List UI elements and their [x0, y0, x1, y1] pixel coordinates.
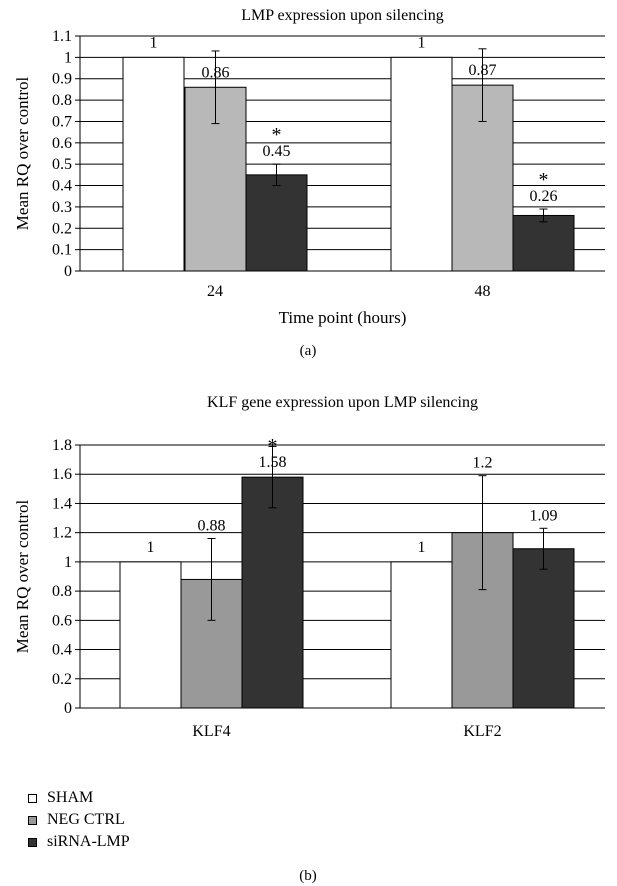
- y-tick-label: 0.8: [52, 92, 72, 109]
- data-label: 1.2: [473, 455, 493, 472]
- y-tick-label: 1: [64, 49, 72, 66]
- significance-marker: *: [272, 124, 282, 146]
- y-tick-label: 0.6: [52, 612, 72, 629]
- data-label: 1: [418, 34, 426, 51]
- bar: [512, 214, 575, 272]
- x-axis-label: Time point (hours): [279, 308, 407, 327]
- data-label: 0.88: [198, 518, 226, 535]
- x-tick-label: 48: [475, 283, 491, 300]
- y-tick-label: 1.2: [52, 525, 72, 542]
- legend-swatch-neg-ctrl: [28, 815, 37, 825]
- data-label: 0.86: [202, 64, 230, 81]
- chart-title: LMP expression upon silencing: [241, 7, 444, 24]
- legend-item-neg-ctrl: NEG CTRL: [28, 809, 130, 831]
- data-label: 1.58: [259, 454, 287, 471]
- legend-label-neg-ctrl: NEG CTRL: [47, 811, 125, 828]
- data-label: 0.87: [469, 62, 497, 79]
- y-tick-label: 1.1: [52, 28, 72, 45]
- y-tick-label: 1.6: [52, 466, 72, 483]
- legend-item-sirna-lmp: siRNA-LMP: [28, 831, 130, 853]
- panel-caption: (b): [299, 868, 317, 884]
- data-label: 1: [418, 539, 426, 556]
- data-label: 1: [150, 34, 158, 51]
- y-tick-label: 1.4: [52, 495, 72, 512]
- legend-item-sham: SHAM: [28, 787, 130, 809]
- legend-swatch-sham: [28, 793, 37, 803]
- bar: [241, 476, 304, 709]
- y-tick-label: 1: [64, 554, 72, 571]
- y-axis-label: Mean RQ over control: [13, 500, 32, 654]
- significance-marker: *: [539, 169, 549, 191]
- y-tick-label: 0.2: [52, 671, 72, 688]
- chart-title: KLF gene expression upon LMP silencing: [207, 394, 478, 411]
- x-tick-label: KLF4: [192, 723, 230, 740]
- y-tick-label: 0.8: [52, 583, 72, 600]
- data-label: 0.26: [530, 188, 558, 205]
- chart-a: LMP expression upon silencing 0 0.1 0.2 0.3 0…: [13, 7, 605, 359]
- y-tick-label: 1.8: [52, 437, 72, 454]
- legend-label-sham: SHAM: [47, 789, 94, 806]
- y-tick-label: 0.2: [52, 220, 72, 237]
- legend: SHAM NEG CTRL siRNA-LMP: [28, 787, 130, 853]
- y-tick-label: 0: [64, 700, 72, 717]
- bar: [245, 174, 308, 272]
- x-tick-label: 24: [207, 283, 223, 300]
- y-tick-label: 0.4: [52, 642, 72, 659]
- bar: [119, 561, 182, 709]
- y-tick-label: 0.9: [52, 71, 72, 88]
- legend-label-sirna-lmp: siRNA-LMP: [47, 833, 130, 850]
- y-tick-label: 0.5: [52, 156, 72, 173]
- data-label: 0.45: [263, 143, 291, 160]
- y-tick-label: 0.6: [52, 135, 72, 152]
- bar: [390, 56, 453, 272]
- y-tick-label: 0.7: [52, 113, 72, 130]
- chart-b: KLF gene expression upon LMP silencing 0 0…: [13, 394, 605, 884]
- y-tick-label: 0.1: [52, 242, 72, 259]
- data-label: 1: [147, 539, 155, 556]
- y-axis-label: Mean RQ over control: [13, 77, 32, 231]
- bar: [390, 561, 453, 709]
- data-label: 1.09: [530, 507, 558, 524]
- y-tick-label: 0: [64, 263, 72, 280]
- bar: [122, 56, 185, 272]
- legend-swatch-sirna-lmp: [28, 837, 37, 847]
- x-tick-label: KLF2: [463, 723, 501, 740]
- bar: [512, 548, 575, 709]
- panel-caption: (a): [300, 343, 317, 359]
- y-tick-label: 0.3: [52, 199, 72, 216]
- y-tick-label: 0.4: [52, 178, 72, 195]
- significance-marker: *: [268, 435, 278, 457]
